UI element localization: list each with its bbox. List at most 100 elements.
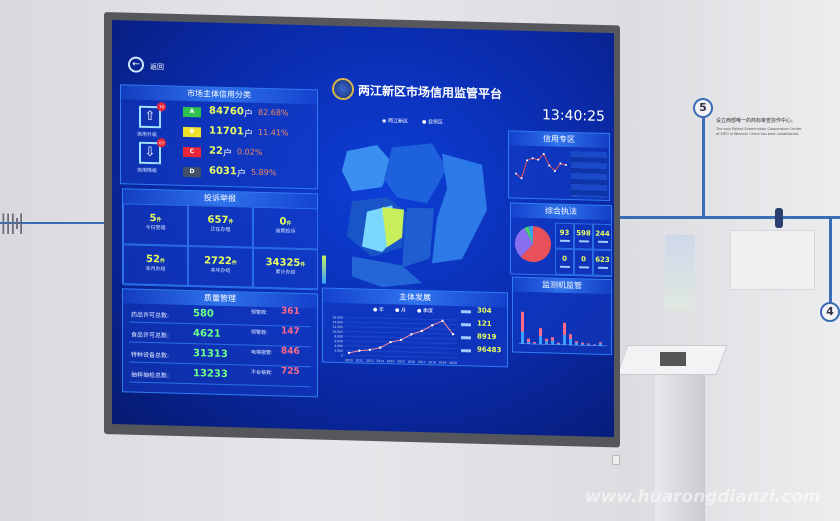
grade-badge: D xyxy=(183,166,201,178)
quality-value: 725 xyxy=(281,366,300,377)
map-region[interactable] xyxy=(432,153,487,264)
wall-caption-cn: 设立西部唯一的商标审查协作中心。 xyxy=(716,118,797,124)
quality-label: 药品许可总数: xyxy=(131,311,170,320)
x-tick-label: 2014 xyxy=(387,359,395,363)
downgrade-label: 信用降级 xyxy=(137,167,158,175)
data-point xyxy=(559,162,562,165)
grid-line xyxy=(345,326,457,330)
back-button[interactable]: 返回 xyxy=(150,62,164,72)
complaint-stat[interactable]: 2722件 本年办结 xyxy=(188,245,253,289)
back-arrow-icon[interactable]: ← xyxy=(128,56,144,73)
period-toggle[interactable]: ● 月 xyxy=(395,307,406,314)
bar xyxy=(581,342,584,344)
bar xyxy=(575,342,578,346)
emblem-logo xyxy=(332,77,354,101)
grade-unit: 户 xyxy=(244,129,254,140)
bar xyxy=(551,337,554,341)
quality-value: 361 xyxy=(281,306,300,317)
panel-title: 市场主体信用分类 xyxy=(121,85,317,105)
district-map[interactable] xyxy=(322,105,508,295)
upgrade-label: 信用升级 xyxy=(137,131,158,139)
quality-label: 预警数: xyxy=(251,329,268,337)
panel-title: 质量管理 xyxy=(123,289,317,309)
quality-panel: 质量管理 药品许可总数: 580 预警数: 361 食品许可总数: 4621 预… xyxy=(122,288,318,398)
bar xyxy=(545,338,548,342)
stat-value: 623 xyxy=(595,255,610,265)
dashboard-screen: ← 返回 两江新区市场信用监管平台 13:40:25 市场主体信用分类 ⇧ 78… xyxy=(112,20,614,438)
grid-line xyxy=(345,331,457,335)
grade-badge: B xyxy=(183,126,201,138)
period-toggle[interactable]: ● 季度 xyxy=(417,307,433,315)
enforcement-stat[interactable]: 598 xyxy=(574,223,593,250)
stat-label-bar xyxy=(461,310,471,314)
stat-label-bar xyxy=(559,265,570,268)
x-tick-label: 2016 xyxy=(408,360,416,364)
bar xyxy=(587,344,590,346)
quality-label: 电梯报警: xyxy=(251,349,273,357)
complaint-stat[interactable]: 0件 逾期投诉 xyxy=(253,206,318,250)
x-tick-label: 2015 xyxy=(397,359,405,363)
quality-label: 不合格数: xyxy=(251,369,273,377)
map-region[interactable] xyxy=(402,207,434,269)
enforcement-stat[interactable]: 0 xyxy=(555,248,574,276)
map-region-highlight[interactable] xyxy=(382,207,404,248)
wall-timeline-branch xyxy=(702,118,705,218)
downgrade-badge: 63 xyxy=(157,138,166,148)
bar xyxy=(557,342,560,344)
stat-label-bar xyxy=(578,266,589,269)
quality-label: 抽样抽检总数: xyxy=(131,371,170,380)
map-region[interactable] xyxy=(384,142,447,204)
stat-value: 244 xyxy=(595,229,610,239)
stat-label-bar xyxy=(559,239,570,242)
kiosk-stand xyxy=(655,375,705,521)
grade-unit: 户 xyxy=(223,148,233,160)
complaint-stat[interactable]: 34325件 累计办结 xyxy=(253,247,318,291)
grid-line xyxy=(345,345,457,349)
divider xyxy=(129,381,311,388)
monitor-bar-chart xyxy=(519,311,607,347)
y-tick-label: 2,000 xyxy=(334,349,343,353)
data-point xyxy=(410,333,413,336)
pie-slice xyxy=(520,226,551,263)
dev-stat-value: 121 xyxy=(477,319,492,328)
period-toggle[interactable]: ● 年 xyxy=(373,306,384,314)
stat-unit: 件 xyxy=(156,217,162,224)
enforcement-stat[interactable]: 93 xyxy=(555,222,574,250)
bar xyxy=(569,338,572,346)
grid-line xyxy=(345,354,457,359)
stat-label-bar xyxy=(461,336,471,340)
stat-value: 52 xyxy=(146,253,160,266)
quality-value: 147 xyxy=(281,326,300,337)
complaint-stat[interactable]: 5件 今日受理 xyxy=(123,203,188,246)
stat-label: 今日受理 xyxy=(145,224,166,232)
credit-classification-panel: 市场主体信用分类 ⇧ 78 信用升级 ⇩ 63 信用降级 A 84760 户 8… xyxy=(120,84,318,190)
panel-title: 综合执法 xyxy=(511,203,611,221)
stat-unit: 件 xyxy=(286,220,292,227)
grid-line xyxy=(345,316,457,321)
toggle-label: 月 xyxy=(400,307,406,314)
map-region[interactable] xyxy=(352,256,422,288)
y-tick-label: 10,000 xyxy=(333,330,344,334)
data-point xyxy=(526,159,529,162)
bar xyxy=(587,343,590,345)
stat-value: 657 xyxy=(207,214,229,227)
complaint-stat[interactable]: 52件 本月办结 xyxy=(123,244,188,287)
map-region[interactable] xyxy=(342,144,392,192)
quality-value: 13233 xyxy=(193,368,228,381)
enforcement-stat[interactable]: 244 xyxy=(593,223,612,251)
y-tick-label: 4,000 xyxy=(334,344,343,348)
grade-count: 84760 xyxy=(209,105,244,118)
bar xyxy=(545,341,548,345)
bar xyxy=(521,311,524,332)
stat-label: 逾期投诉 xyxy=(275,228,296,235)
quality-label: 预警数: xyxy=(251,309,268,317)
grade-percent: 0.02% xyxy=(237,147,263,157)
enforcement-stat[interactable]: 0 xyxy=(574,249,593,276)
pie-slice xyxy=(524,226,533,245)
clock-time: 13:40:25 xyxy=(542,107,605,125)
enforcement-stat[interactable]: 623 xyxy=(593,249,612,277)
complaint-stat[interactable]: 657件 正在办理 xyxy=(188,204,253,248)
grade-badge: C xyxy=(183,146,201,158)
pie-slice xyxy=(528,226,533,245)
series-line xyxy=(348,320,454,354)
